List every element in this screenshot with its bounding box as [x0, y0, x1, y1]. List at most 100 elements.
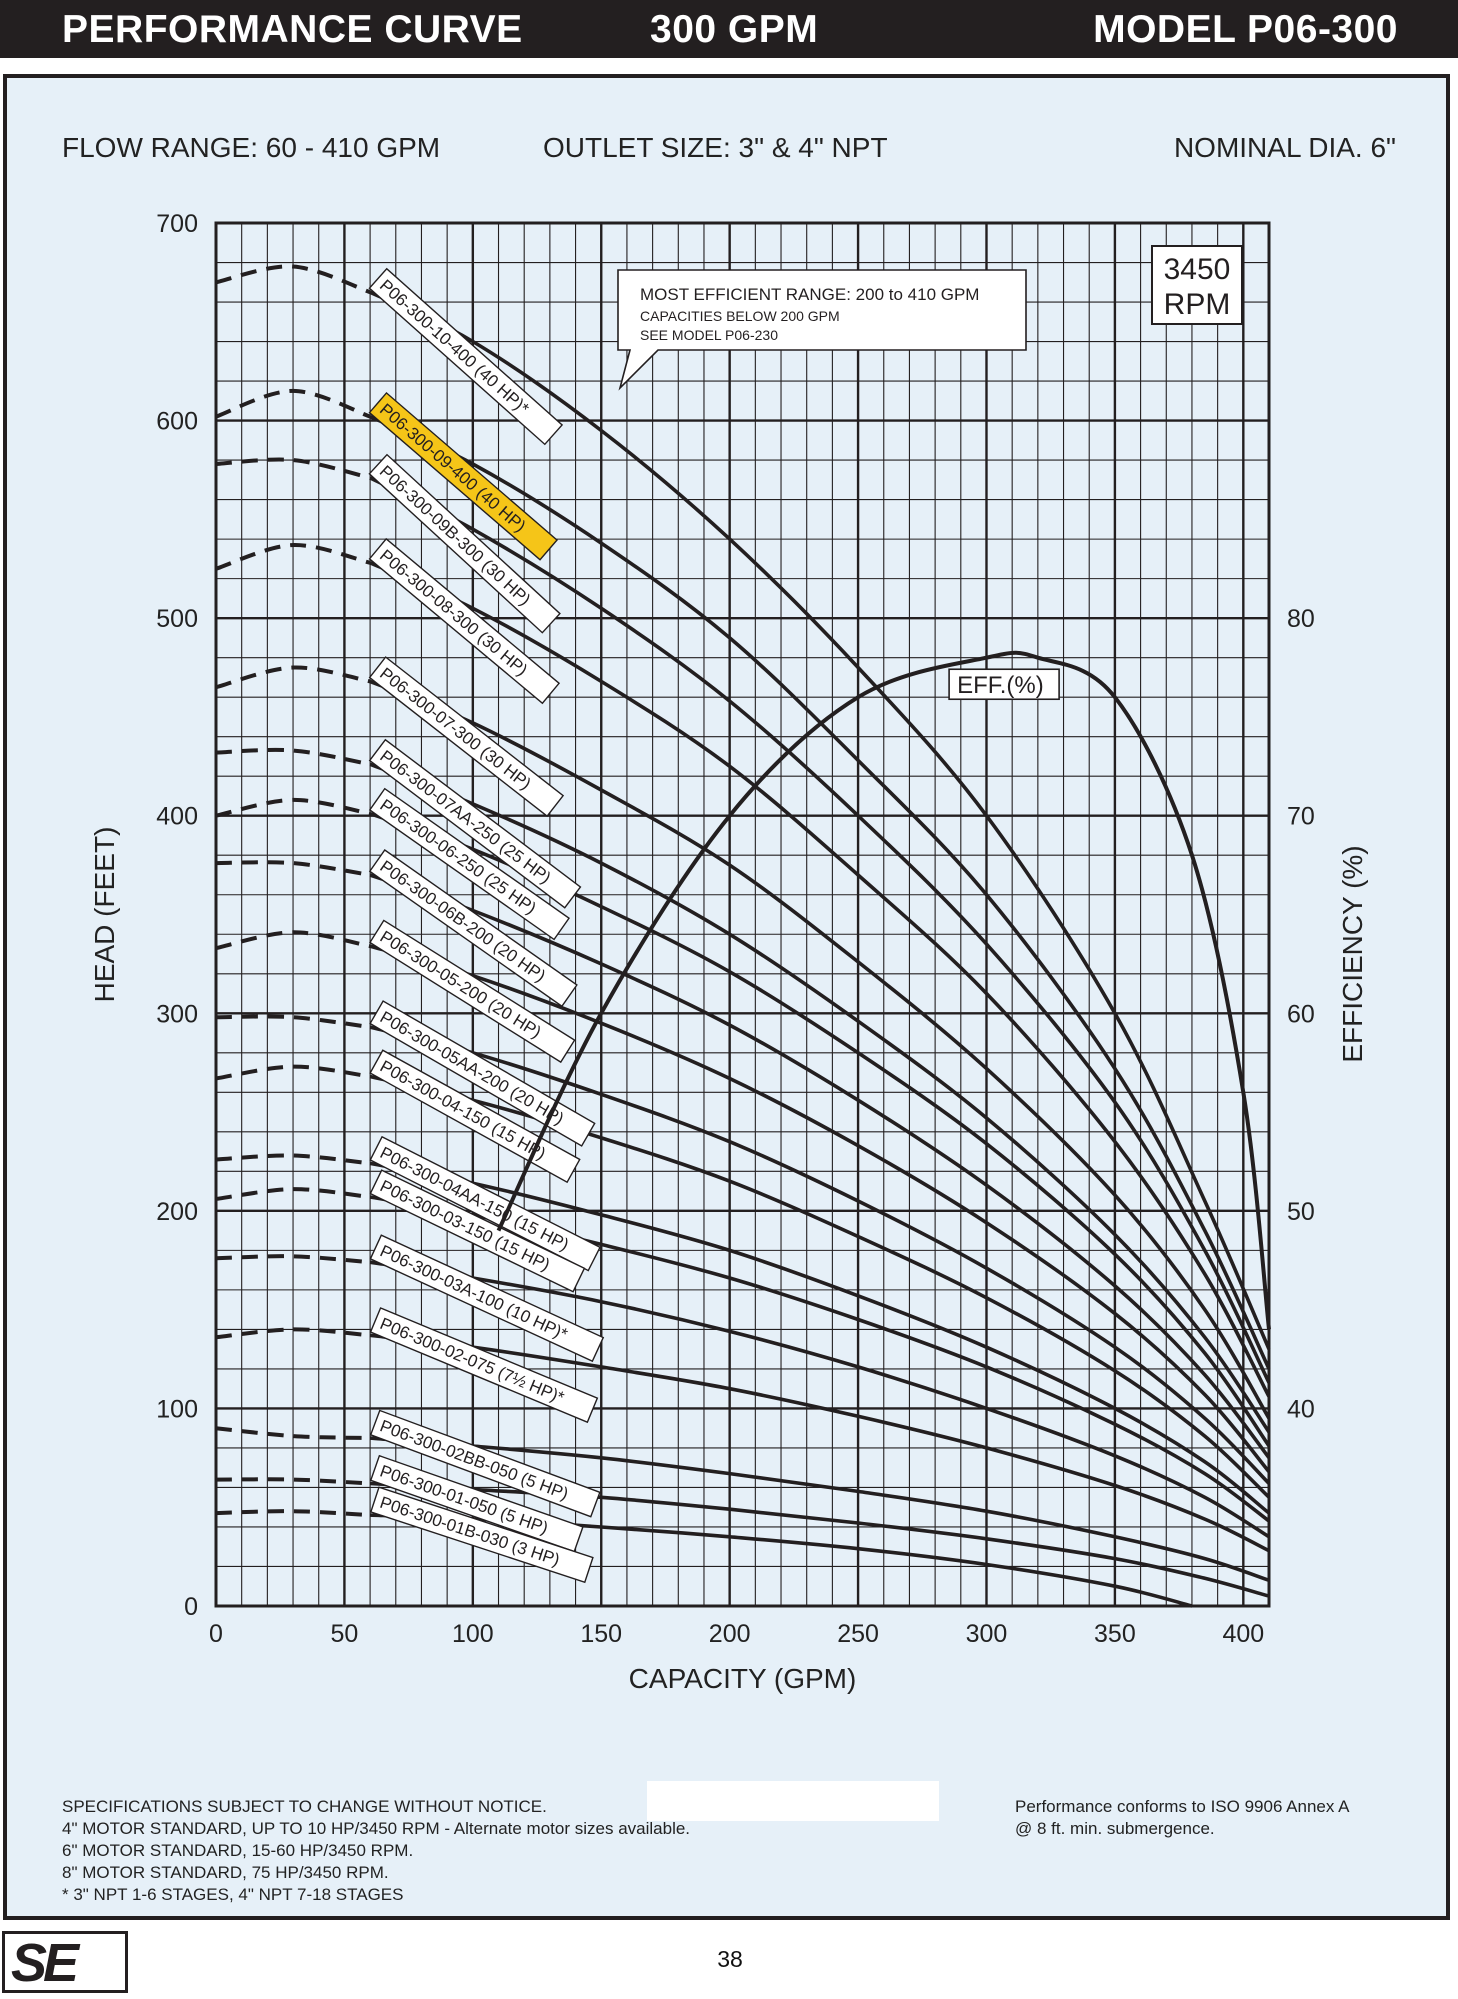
series-label-box	[369, 1486, 594, 1584]
y2-axis-label: EFFICIENCY (%)	[1337, 845, 1368, 1062]
note-line: 4" MOTOR STANDARD, UP TO 10 HP/3450 RPM …	[62, 1819, 691, 1838]
series-curve	[369, 290, 1271, 1350]
note-line: 8" MOTOR STANDARD, 75 HP/3450 RPM.	[62, 1863, 389, 1882]
y2-tick-label: 40	[1287, 1395, 1315, 1423]
series-label-box	[369, 1307, 599, 1424]
x-tick-label: 300	[966, 1620, 1008, 1648]
y-tick-label: 300	[156, 1000, 198, 1028]
y-tick-label: 400	[156, 803, 198, 831]
y-tick-label: 200	[156, 1198, 198, 1226]
plot-area	[216, 223, 1269, 1606]
x-tick-label: 100	[452, 1620, 494, 1648]
series-label-box	[369, 1409, 601, 1518]
series-label-box	[368, 849, 578, 1008]
x-tick-label: 400	[1222, 1620, 1264, 1648]
y2-tick-label: 60	[1287, 1000, 1315, 1028]
series-curve-dashed	[215, 860, 371, 877]
series-curve	[369, 944, 1271, 1473]
series-curve	[369, 679, 1271, 1420]
series-curve-dashed	[215, 1153, 371, 1166]
series-4	[215, 542, 1271, 1398]
series-curve	[369, 1260, 1270, 1539]
series-curve-dashed	[215, 1254, 371, 1265]
annotation-line: SEE MODEL P06-230	[640, 327, 778, 343]
y2-tick-label: 80	[1287, 605, 1315, 633]
notes-left: SPECIFICATIONS SUBJECT TO CHANGE WITHOUT…	[62, 1796, 690, 1906]
series-11	[215, 1064, 1271, 1499]
series-label-box	[369, 1135, 601, 1272]
series-6	[215, 747, 1271, 1434]
annotation-line: MOST EFFICIENT RANGE: 200 to 410 GPM	[640, 285, 979, 304]
series-label-box	[368, 738, 582, 909]
x-tick-label: 150	[580, 1620, 622, 1648]
series-curve-dashed	[215, 542, 371, 571]
series-label-box	[368, 391, 558, 561]
series-16	[215, 1426, 1270, 1583]
efficiency-curve	[496, 650, 1271, 1330]
blank-box	[647, 1781, 939, 1821]
series-curve-dashed	[215, 1064, 371, 1081]
series-10	[215, 1014, 1271, 1485]
series-curve	[369, 1025, 1271, 1485]
series-label-box	[368, 656, 565, 818]
series-label-box	[369, 1000, 596, 1147]
outlet-size: OUTLET SIZE: 3" & 4" NPT	[543, 132, 888, 163]
rpm-box	[1151, 245, 1243, 325]
rpm-value: 3450	[1164, 253, 1231, 286]
series-2	[215, 388, 1271, 1370]
series-curve-dashed	[215, 747, 371, 767]
series-curve-dashed	[215, 665, 371, 690]
series-label-box	[369, 1234, 605, 1363]
x-tick-label: 50	[331, 1620, 359, 1648]
series-15	[215, 1327, 1270, 1553]
x-axis-label: CAPACITY (GPM)	[629, 1663, 857, 1694]
series-curve-dashed	[215, 1509, 371, 1518]
y-tick-label: 500	[156, 605, 198, 633]
series-label-box	[368, 787, 570, 941]
y-axis-label: HEAD (FEET)	[89, 827, 120, 1003]
y-tick-label: 700	[156, 210, 198, 238]
series-label-box	[369, 1454, 584, 1553]
series-curve-dashed	[215, 1187, 371, 1201]
series-curve-dashed	[215, 797, 371, 818]
series-curve	[369, 1481, 1270, 1598]
x-tick-label: 350	[1094, 1620, 1136, 1648]
series-curve	[369, 561, 1271, 1398]
series-curve-dashed	[215, 1426, 371, 1441]
x-tick-label: 250	[837, 1620, 879, 1648]
series-curve-dashed	[215, 1014, 371, 1030]
header-model: MODEL P06-300	[1093, 8, 1398, 51]
series-label-box	[369, 1049, 581, 1184]
header-title: PERFORMANCE CURVE	[62, 8, 523, 51]
series-label-box	[368, 267, 564, 446]
nominal-diameter: NOMINAL DIA. 6"	[1173, 132, 1396, 163]
series-14	[215, 1254, 1270, 1539]
y-tick-label: 0	[184, 1593, 198, 1621]
y-tick-label: 600	[156, 408, 198, 436]
series-curve-dashed	[215, 457, 371, 480]
series-5	[215, 665, 1271, 1420]
logo-text: SE	[11, 1933, 79, 1993]
series-curve	[369, 1074, 1271, 1499]
rpm-unit: RPM	[1164, 288, 1231, 321]
series-curve	[369, 762, 1271, 1434]
flow-range: FLOW RANGE: 60 - 410 GPM	[62, 132, 441, 163]
annotation-box	[617, 269, 1027, 391]
series-8	[215, 860, 1271, 1459]
series-1	[215, 264, 1271, 1350]
page-number: 38	[717, 1946, 743, 1972]
note-line: * 3" NPT 1-6 STAGES, 4" NPT 7-18 STAGES	[62, 1885, 404, 1904]
efficiency-label: EFF.(%)	[957, 672, 1044, 699]
series-9	[215, 930, 1271, 1473]
x-tick-label: 200	[709, 1620, 751, 1648]
y-tick-label: 100	[156, 1395, 198, 1423]
series-curve	[369, 414, 1271, 1370]
note-line: SPECIFICATIONS SUBJECT TO CHANGE WITHOUT…	[62, 1797, 547, 1816]
series-3	[215, 457, 1271, 1384]
series-label-box	[369, 919, 576, 1064]
annotation-line: CAPACITIES BELOW 200 GPM	[640, 308, 840, 324]
series-curve-dashed	[215, 1477, 371, 1486]
y2-tick-label: 70	[1287, 803, 1315, 831]
efficiency-label-box	[948, 668, 1060, 701]
series-label-box	[368, 537, 561, 705]
